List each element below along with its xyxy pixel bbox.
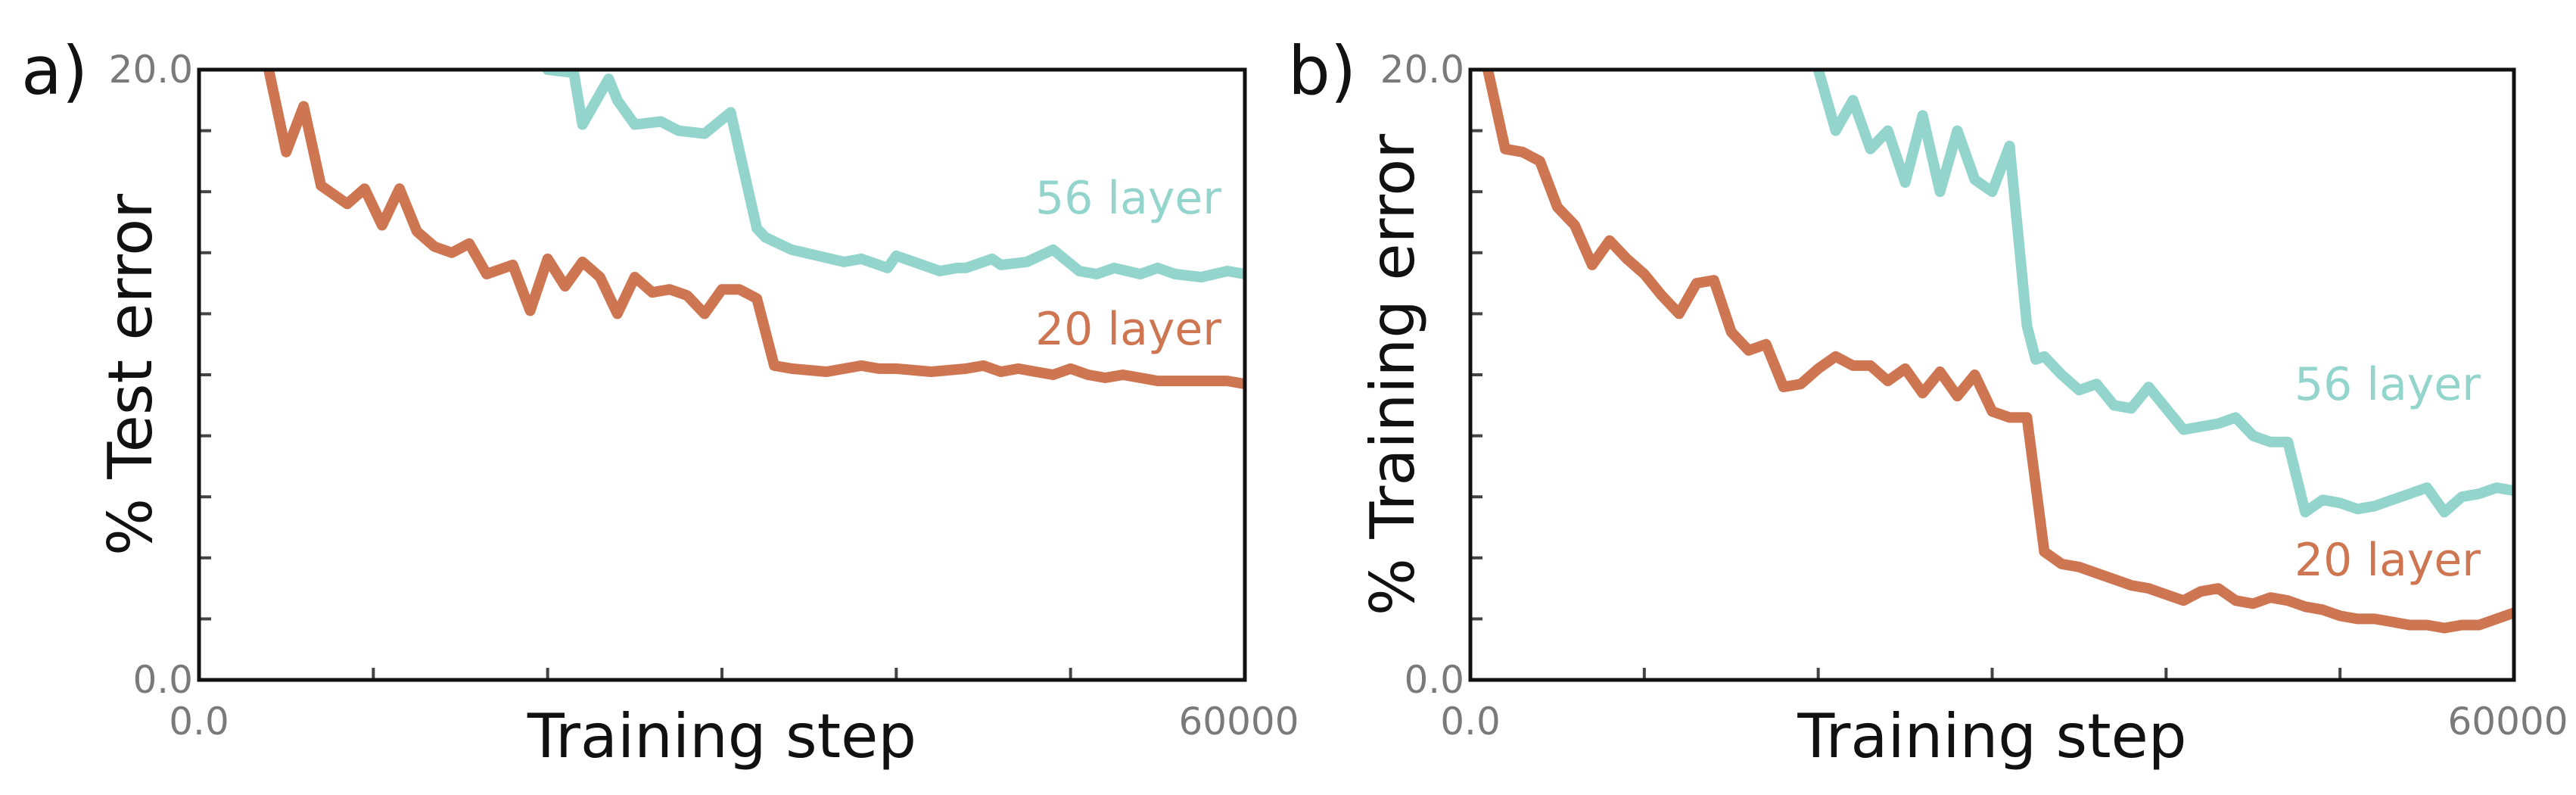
series-label: 56 layer xyxy=(2294,358,2481,411)
series-line-56-layer xyxy=(542,70,1245,282)
y-axis-title: % Training error xyxy=(1358,134,1428,616)
series-line-20-layer xyxy=(1482,70,2514,634)
panel-label: b) xyxy=(1288,32,1356,110)
series-line-56-layer xyxy=(1812,70,2514,518)
series-line-20-layer xyxy=(263,70,1245,390)
y-tick-label: 20.0 xyxy=(1380,48,1464,92)
x-tick-label: 60000 xyxy=(1178,700,1299,744)
plot-frame xyxy=(1468,67,2516,682)
y-tick-label: 0.0 xyxy=(1404,658,1464,702)
x-tick-label: 0.0 xyxy=(169,700,229,744)
y-tick-label: 0.0 xyxy=(132,658,193,702)
x-tick-label: 0.0 xyxy=(1440,700,1501,744)
x-axis-title: Training step xyxy=(1797,701,2186,772)
chart-panel-a: a) 56 layer 20 layer 0.0 20.0 0.0 60000 Trainin… xyxy=(21,32,1299,772)
plot-frame xyxy=(197,67,1247,682)
series-label: 20 layer xyxy=(2294,534,2481,587)
x-axis-title: Training step xyxy=(527,701,916,772)
x-tick-label: 60000 xyxy=(2447,700,2568,744)
series-label: 56 layer xyxy=(1035,172,1221,225)
panel-label: a) xyxy=(21,32,88,110)
chart-panel-b: b) 56 layer 20 layer 0.0 20.0 0.0 60000 Trainin… xyxy=(1288,32,2568,772)
y-tick-label: 20.0 xyxy=(109,48,193,92)
y-axis-title: % Test error xyxy=(95,194,166,556)
series-label: 20 layer xyxy=(1035,303,1221,356)
